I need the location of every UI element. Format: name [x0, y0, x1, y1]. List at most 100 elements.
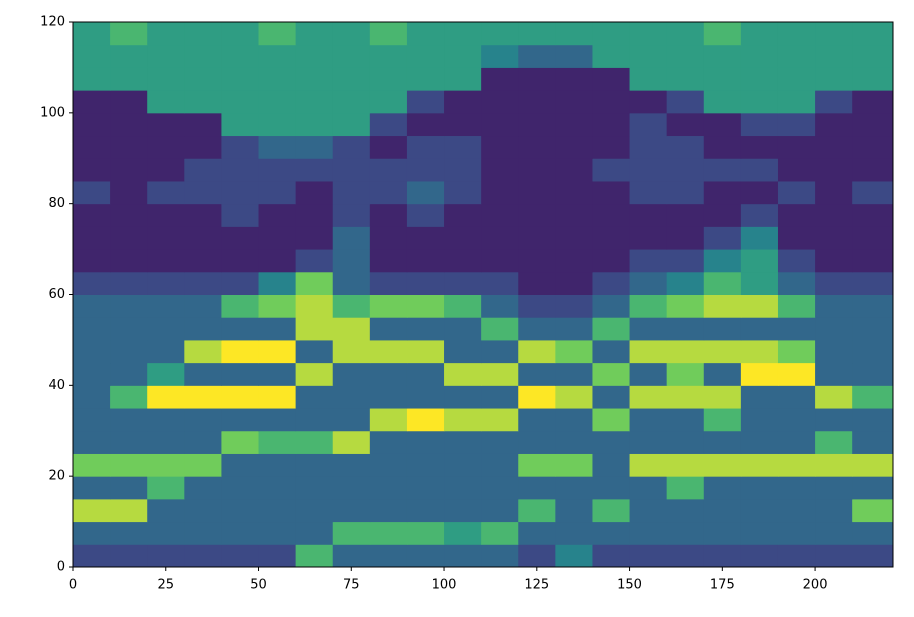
heatmap-cell: [221, 22, 260, 46]
heatmap-cell: [444, 498, 482, 523]
heatmap-cell: [444, 339, 482, 364]
heatmap-cell: [147, 339, 185, 364]
heatmap-cell: [666, 317, 705, 341]
heatmap-cell: [852, 135, 894, 159]
heatmap-cell: [258, 249, 297, 273]
heatmap-cell: [703, 362, 742, 386]
heatmap-cell: [481, 339, 519, 364]
heatmap-cell: [110, 226, 148, 250]
heatmap-cell: [110, 44, 148, 68]
heatmap-cell: [481, 317, 519, 341]
heatmap-cell: [184, 249, 222, 273]
heatmap-cell: [369, 430, 408, 454]
heatmap-cell: [592, 385, 631, 409]
heatmap-cell: [555, 476, 593, 500]
heatmap-cell: [406, 112, 445, 137]
heatmap-cell: [777, 544, 816, 568]
heatmap-cell: [258, 22, 297, 46]
heatmap-cell: [518, 226, 556, 250]
heatmap-cell: [73, 22, 111, 46]
heatmap-cell: [852, 44, 894, 68]
heatmap-cell: [258, 67, 297, 91]
heatmap-cell: [815, 521, 853, 545]
heatmap-cell: [221, 476, 260, 500]
heatmap-cell: [332, 294, 371, 318]
heatmap-cell: [666, 271, 705, 295]
heatmap-cell: [406, 385, 445, 409]
heatmap-cell: [444, 362, 482, 386]
heatmap-cell: [740, 90, 779, 114]
heatmap-cell: [258, 158, 297, 182]
heatmap-cell: [110, 112, 148, 137]
heatmap-cell: [666, 135, 705, 159]
heatmap-cell: [184, 180, 222, 205]
heatmap-cell: [555, 90, 593, 114]
heatmap-cell: [629, 317, 668, 341]
heatmap-cell: [777, 408, 816, 432]
heatmap-cell: [629, 271, 668, 295]
heatmap-cell: [444, 249, 482, 273]
heatmap-cell: [481, 498, 519, 523]
heatmap-cell: [666, 44, 705, 68]
heatmap-cell: [110, 385, 148, 409]
heatmap-cell: [332, 180, 371, 205]
heatmap-cell: [110, 317, 148, 341]
y-tick-label: 40: [48, 378, 65, 393]
heatmap-cell: [295, 408, 334, 432]
x-tick-label: 0: [69, 578, 77, 593]
heatmap-cell: [592, 408, 631, 432]
heatmap-cell: [184, 453, 222, 477]
heatmap-cell: [73, 430, 111, 454]
heatmap-cell: [221, 249, 260, 273]
heatmap-cell: [295, 476, 334, 500]
heatmap-cell: [481, 226, 519, 250]
heatmap-cell: [258, 112, 297, 137]
heatmap-cell: [777, 362, 816, 386]
heatmap-cell: [852, 90, 894, 114]
heatmap-cell: [703, 44, 742, 68]
heatmap-cell: [147, 453, 185, 477]
heatmap-cell: [852, 249, 894, 273]
heatmap-cell: [295, 180, 334, 205]
heatmap-cell: [815, 158, 853, 182]
heatmap-cell: [852, 112, 894, 137]
heatmap-cell: [406, 22, 445, 46]
heatmap-cell: [406, 294, 445, 318]
heatmap-cell: [295, 67, 334, 91]
x-tick-label: 25: [157, 578, 174, 593]
heatmap-cell: [666, 362, 705, 386]
heatmap-cell: [629, 294, 668, 318]
heatmap-cell: [592, 521, 631, 545]
heatmap-cell: [369, 339, 408, 364]
heatmap-cell: [369, 226, 408, 250]
heatmap-cell: [184, 271, 222, 295]
heatmap-cell: [258, 521, 297, 545]
heatmap-cell: [518, 112, 556, 137]
heatmap-cell: [147, 521, 185, 545]
heatmap-cell: [444, 521, 482, 545]
heatmap-cell: [369, 498, 408, 523]
heatmap-cell: [777, 249, 816, 273]
heatmap-cell: [369, 271, 408, 295]
heatmap-cell: [740, 226, 779, 250]
heatmap-cell: [369, 362, 408, 386]
heatmap-cell: [666, 112, 705, 137]
x-tick-label: 150: [617, 578, 642, 593]
heatmap-cell: [295, 203, 334, 227]
heatmap-cell: [777, 521, 816, 545]
heatmap-cell: [852, 385, 894, 409]
heatmap-cell: [481, 430, 519, 454]
heatmap-cell: [592, 317, 631, 341]
heatmap-cell: [481, 44, 519, 68]
heatmap-cell: [629, 249, 668, 273]
heatmap-cell: [332, 158, 371, 182]
heatmap-cell: [258, 453, 297, 477]
heatmap-cell: [852, 203, 894, 227]
heatmap-cell: [73, 317, 111, 341]
heatmap-cell: [147, 44, 185, 68]
heatmap-cell: [592, 498, 631, 523]
heatmap-cell: [332, 67, 371, 91]
heatmap-cell: [666, 453, 705, 477]
heatmap-cell: [110, 476, 148, 500]
heatmap-cell: [295, 135, 334, 159]
